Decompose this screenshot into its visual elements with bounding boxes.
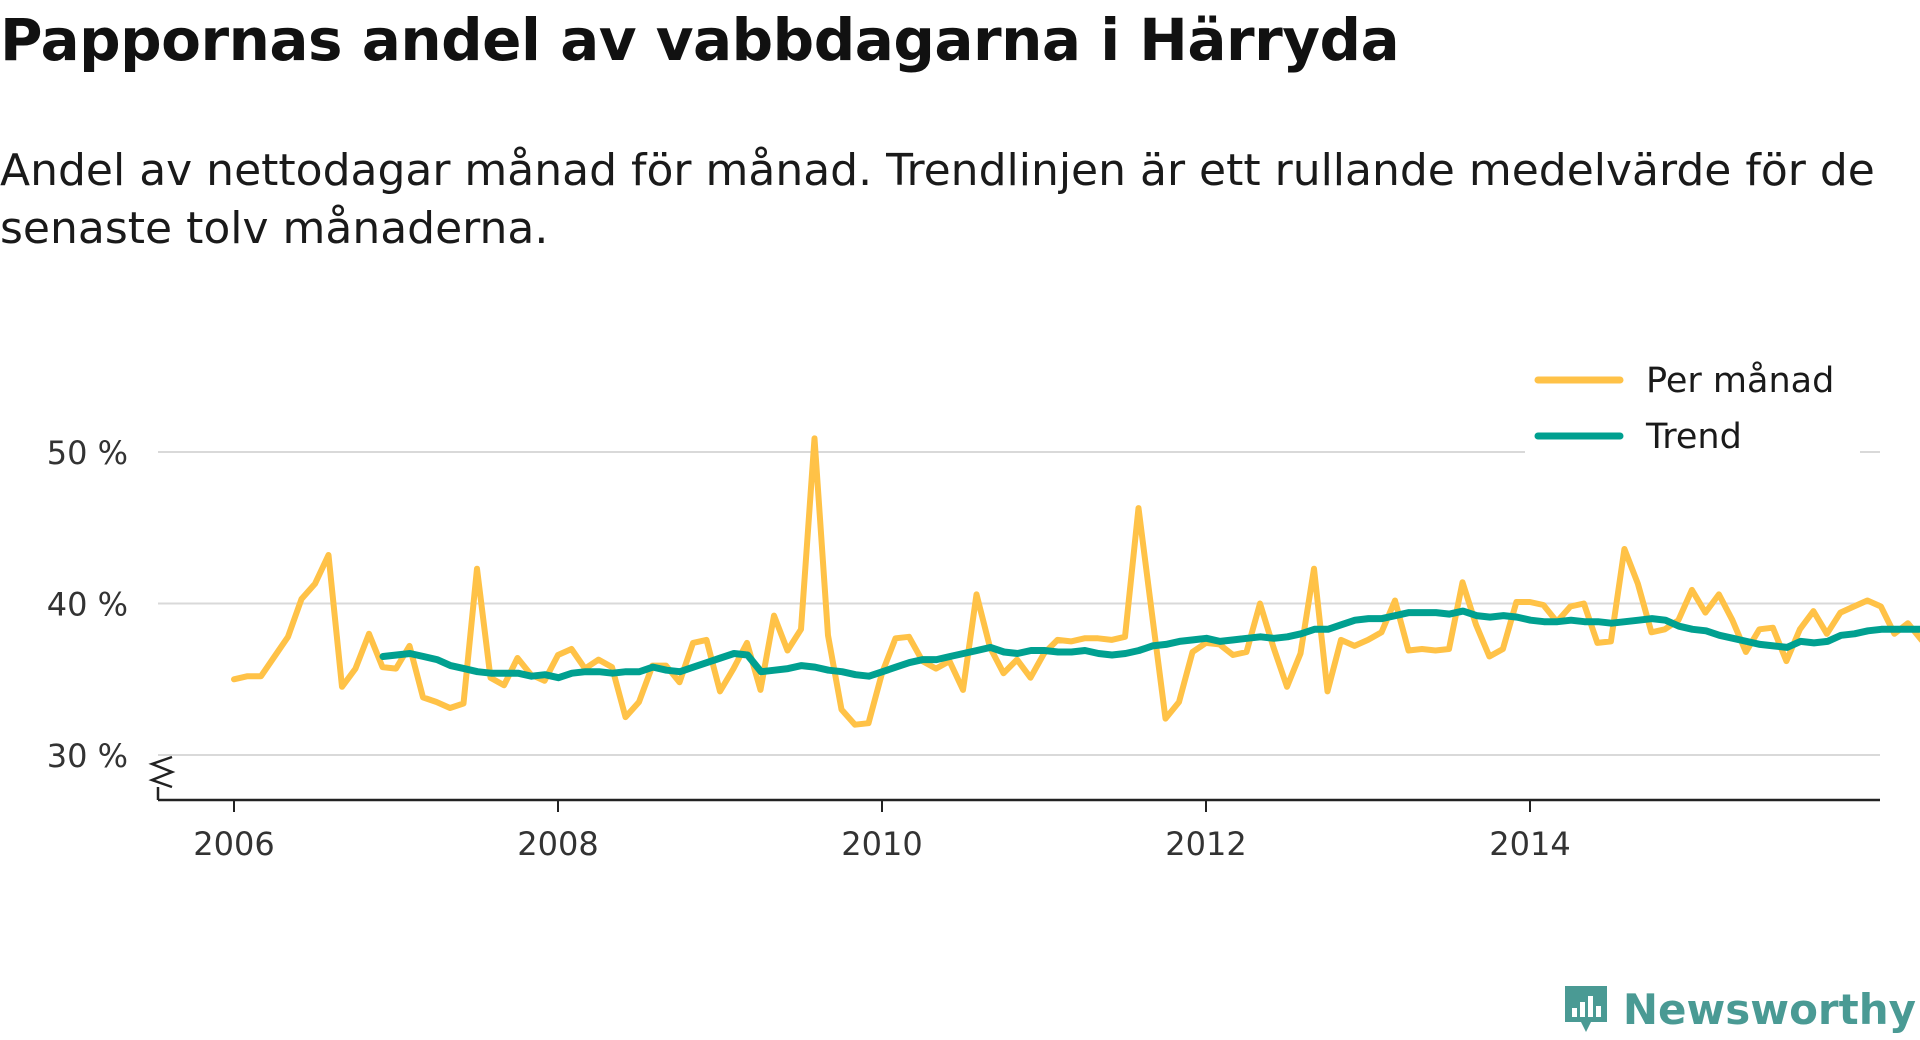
y-tick-label-50: 50 % [47,434,128,472]
x-tick-label-2010: 2010 [841,825,922,863]
grid-layer [158,451,1880,756]
axis-break-icon [148,755,176,789]
axis-layer: 30 %40 %50 %2006200820102012201420172019… [47,434,1880,863]
series-line-per-manad [231,435,1920,728]
brand-logo: Newsworthy [1561,982,1916,1036]
x-tick-label-2006: 2006 [193,825,274,863]
chart-title: Pappornas andel av vabbdagarna i Härryda [0,6,1400,74]
x-tick-label-2012: 2012 [1165,825,1246,863]
legend-label-1: Trend [1645,417,1742,457]
bar-chart-logo-icon [1564,986,1607,1032]
legend-label-0: Per månad [1646,360,1834,401]
y-tick-label-30: 30 % [47,737,128,775]
series-line-trend [379,607,1920,682]
x-tick-label-2008: 2008 [517,825,598,863]
brand-name: Newsworthy [1622,984,1916,1034]
series-layer [231,435,1920,728]
chart-subtitle: Andel av nettodagar månad för månad. Tre… [0,145,1875,254]
x-tick-label-2014: 2014 [1489,825,1570,863]
y-tick-label-40: 40 % [47,586,128,624]
legend: Per månad Trend [1525,355,1860,457]
